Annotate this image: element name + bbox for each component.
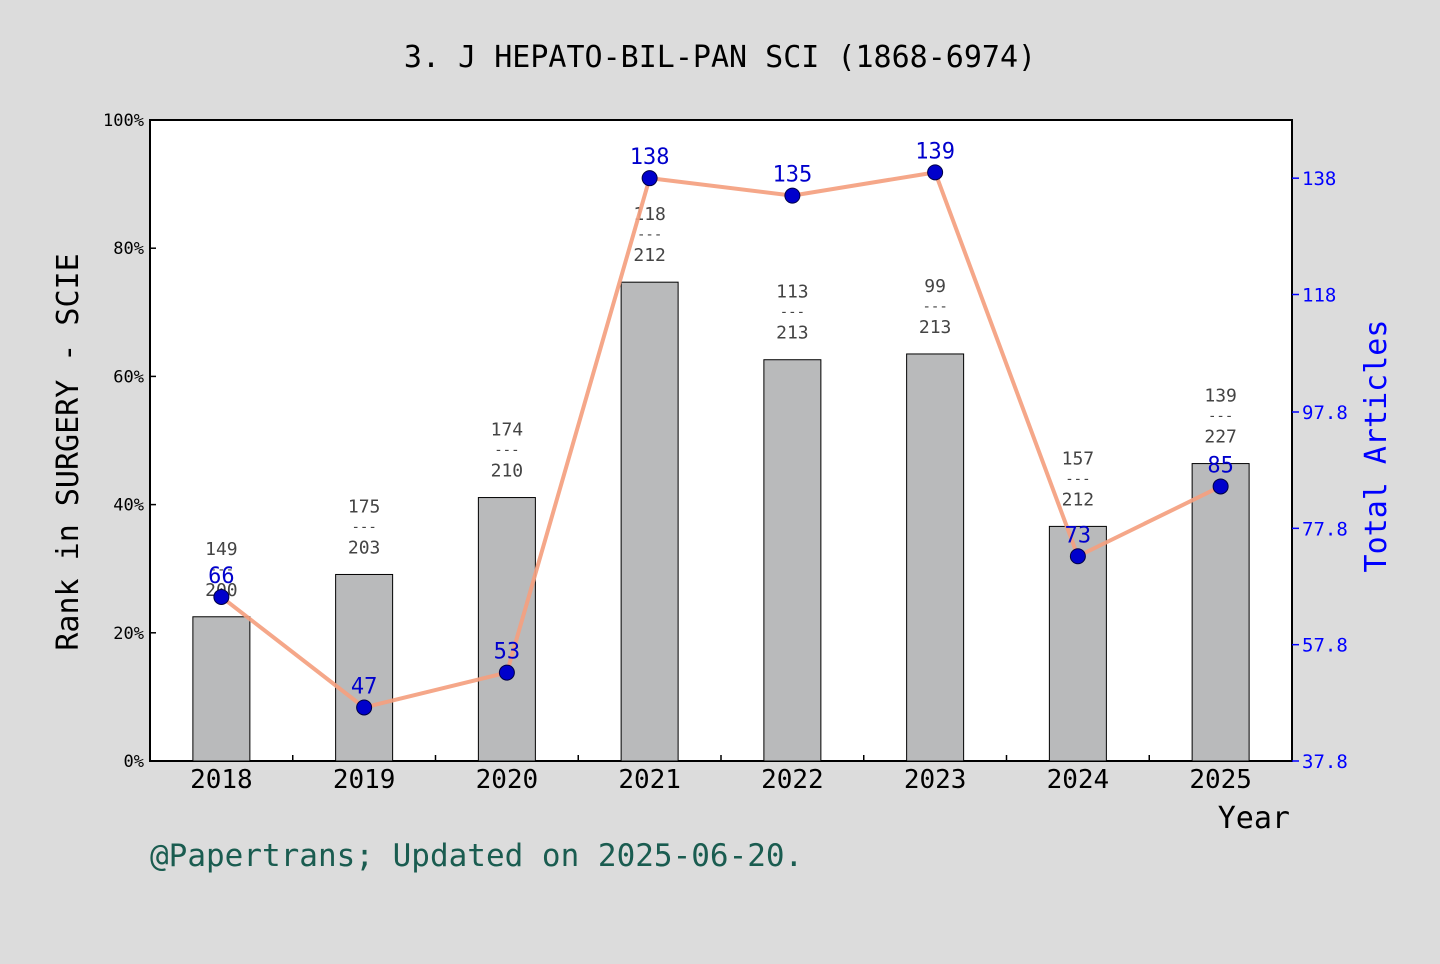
y2-tick-label: 118 <box>1302 285 1336 307</box>
articles-point-2022 <box>784 187 801 204</box>
fraction-label-2021: 118---212 <box>633 204 666 266</box>
total-value: 212 <box>633 245 666 266</box>
total-value: 203 <box>348 537 381 558</box>
bar-2021 <box>620 281 679 762</box>
articles-point-2018 <box>213 588 230 605</box>
x-axis-ticks: 2018 2019 2020 2021 2022 2023 2024 2025 <box>190 755 1252 795</box>
rank-value: 113 <box>776 282 809 303</box>
articles-label-2022: 135 <box>773 163 813 188</box>
x-axis-label: Year <box>1218 801 1290 836</box>
articles-point-2021 <box>641 170 658 187</box>
fraction-separator: --- <box>780 305 805 321</box>
y2-tick-label: 138 <box>1302 168 1336 190</box>
y2-tick-label: 77.8 <box>1302 518 1348 540</box>
rank-value: 157 <box>1062 448 1095 469</box>
y-tick-label: 20% <box>113 624 144 644</box>
x-tick-label: 2018 <box>190 765 253 795</box>
total-value: 212 <box>1062 489 1095 510</box>
y-axis-label: Rank in SURGERY - SCIE <box>51 253 86 650</box>
total-value: 213 <box>776 323 809 344</box>
articles-label-2020: 53 <box>494 640 521 665</box>
x-tick-label: 2025 <box>1189 765 1252 795</box>
bar-2018 <box>192 616 251 762</box>
articles-label-2019: 47 <box>351 674 378 699</box>
articles-label-2018: 66 <box>208 564 235 589</box>
rank-value: 174 <box>491 420 524 441</box>
fraction-separator: --- <box>1208 409 1233 425</box>
rank-value: 149 <box>205 539 238 560</box>
x-tick-label: 2019 <box>333 765 396 795</box>
right-axis-ticks: 37.8 57.8 77.8 97.8 118 138 <box>1292 168 1348 773</box>
bar-2020 <box>477 497 536 762</box>
rank-value: 99 <box>924 276 946 297</box>
y-tick-label: 40% <box>113 496 144 516</box>
bar-2022 <box>763 359 822 762</box>
fraction-separator: --- <box>209 562 234 578</box>
articles-label-2024: 73 <box>1065 523 1092 548</box>
articles-label-2021: 138 <box>630 145 670 170</box>
y-tick-label: 80% <box>113 239 144 259</box>
bar-2025 <box>1191 463 1250 762</box>
rank-value: 139 <box>1204 386 1237 407</box>
articles-line <box>220 170 1222 710</box>
y2-tick-label: 97.8 <box>1302 402 1348 424</box>
articles-point-2024 <box>1069 548 1086 565</box>
chart-title: 3. J HEPATO-BIL-PAN SCI (1868-6974) <box>404 40 1036 75</box>
y-tick-label: 60% <box>113 367 144 387</box>
fraction-labels-layer: 149---200175---203174---210118---212113-… <box>205 204 1237 601</box>
x-tick-label: 2024 <box>1047 765 1110 795</box>
total-value: 213 <box>919 317 952 338</box>
total-value: 227 <box>1204 427 1237 448</box>
fraction-label-2024: 157 --- 212 <box>1062 448 1095 510</box>
rank-value: 175 <box>348 496 381 517</box>
y-tick-label: 0% <box>124 752 144 772</box>
x-tick-label: 2022 <box>761 765 824 795</box>
fraction-separator: --- <box>351 519 376 535</box>
bar-2019 <box>335 573 394 762</box>
articles-point-2025 <box>1212 478 1229 495</box>
y2-tick-label: 37.8 <box>1302 751 1348 773</box>
articles-label-2023: 139 <box>915 139 955 164</box>
fraction-label-2022: 113 --- 213 <box>776 282 809 344</box>
bars-layer <box>192 281 1250 762</box>
fraction-separator: --- <box>494 443 519 459</box>
plot-area <box>149 119 1293 762</box>
left-axis-ticks: 0% 20% 40% 60% 80% 100% <box>103 111 156 772</box>
fraction-label-2019: 175 --- 203 <box>348 496 381 558</box>
line-layer: 66 47 53 138 135 139 73 85 <box>208 139 1234 716</box>
bar-2023 <box>906 353 965 762</box>
y2-tick-label: 57.8 <box>1302 635 1348 657</box>
bar-2024 <box>1048 525 1107 762</box>
fraction-label-2020: 174 --- 210 <box>491 420 524 482</box>
fraction-label-2023: 99 --- 213 <box>919 276 952 338</box>
y2-axis-label: Total Articles <box>1359 320 1394 573</box>
articles-label-2025: 85 <box>1207 453 1234 478</box>
articles-point-2023 <box>927 164 944 181</box>
fraction-label-2025: 139 --- 227 <box>1204 386 1237 448</box>
articles-point-2020 <box>498 664 515 681</box>
articles-point-2019 <box>356 699 373 716</box>
footer-credit: @Papertrans; Updated on 2025-06-20. <box>150 838 803 874</box>
fraction-separator: --- <box>1065 471 1090 487</box>
x-tick-label: 2021 <box>618 765 681 795</box>
x-tick-label: 2020 <box>476 765 539 795</box>
fraction-separator: --- <box>637 227 662 243</box>
x-tick-label: 2023 <box>904 765 967 795</box>
total-value: 210 <box>491 461 524 482</box>
y-tick-label: 100% <box>103 111 144 131</box>
fraction-separator: --- <box>922 299 947 315</box>
